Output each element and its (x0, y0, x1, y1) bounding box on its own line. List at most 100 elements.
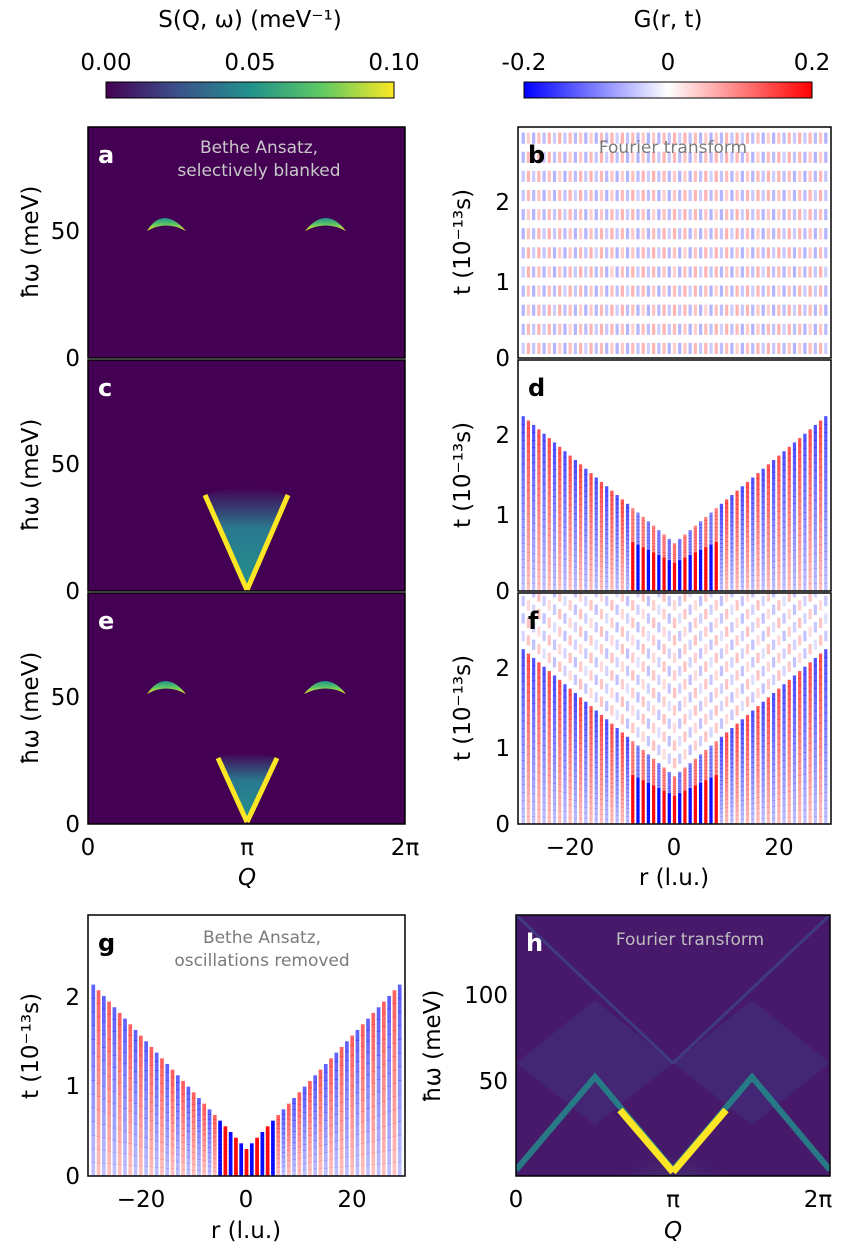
bar-segment (165, 1167, 170, 1176)
bar-segment (107, 1051, 111, 1065)
stripe-segment (547, 733, 551, 742)
bar-segment (117, 1152, 122, 1165)
stripe-segment (662, 578, 666, 582)
stripe-segment (631, 538, 635, 543)
stripe-segment (610, 732, 614, 738)
bar-segment (207, 1156, 212, 1163)
stripe-segment (641, 527, 645, 531)
stripe-segment (771, 734, 776, 742)
stripe-segment (641, 780, 645, 785)
stripe-segment (808, 779, 812, 788)
stripe-segment (657, 785, 661, 789)
stripe-segment (751, 539, 755, 546)
stripe-segment (730, 741, 734, 746)
bar-segment (260, 1157, 265, 1161)
stripe-segment (625, 587, 630, 591)
panel-b-frame (517, 126, 832, 359)
stripe-segment (693, 576, 697, 580)
stripe-segment (652, 247, 656, 259)
bar-segment (371, 1012, 376, 1026)
stripe-segment (719, 760, 724, 766)
stripe-segment (636, 558, 640, 563)
stripe-segment (735, 559, 739, 565)
panel-h-xtick: π (666, 1187, 680, 1213)
bar-segment (186, 1118, 191, 1126)
stripe-segment (678, 323, 682, 335)
stripe-segment (683, 608, 687, 620)
stripe-segment (610, 568, 614, 574)
stripe-segment (641, 189, 645, 202)
stripe-segment (646, 630, 651, 642)
bar-segment (149, 1083, 154, 1094)
stripe-segment (573, 818, 578, 824)
bar-segment (207, 1161, 212, 1167)
bar-segment (382, 1014, 386, 1027)
bar-segment (138, 1055, 143, 1067)
stripe-segment (709, 766, 713, 772)
stripe-segment (615, 543, 619, 548)
stripe-segment (652, 151, 656, 163)
bar-segment (154, 1167, 159, 1176)
stripe-segment (735, 787, 739, 793)
stripe-segment (818, 505, 823, 515)
stripe-segment (537, 561, 541, 570)
bar-segment (392, 1069, 397, 1084)
stripe-segment (761, 701, 765, 708)
bar-segment (376, 1091, 381, 1105)
bar-segment (123, 1018, 127, 1031)
stripe-segment (740, 683, 744, 694)
bar-segment (302, 1137, 307, 1145)
stripe-segment (542, 247, 546, 259)
stripe-segment (573, 604, 578, 615)
stripe-segment (667, 266, 671, 278)
stripe-segment (542, 745, 546, 753)
bar-segment (397, 1066, 402, 1081)
stripe-segment (657, 563, 661, 567)
stripe-segment (688, 622, 692, 633)
stripe-segment (615, 604, 619, 615)
stripe-segment (521, 736, 525, 746)
stripe-segment (761, 801, 765, 808)
stripe-segment (578, 795, 583, 802)
stripe-segment (704, 247, 708, 259)
stripe-segment (532, 710, 536, 719)
bar-segment (117, 1036, 122, 1049)
stripe-segment (766, 550, 771, 557)
stripe-segment (771, 573, 776, 580)
stripe-segment (578, 772, 583, 779)
stripe-segment (657, 709, 661, 721)
stripe-segment (756, 748, 760, 755)
stripe-segment (526, 132, 531, 144)
stripe-segment (798, 472, 802, 481)
stripe-segment (803, 512, 807, 520)
stripe-segment (584, 518, 588, 525)
bar-segment (366, 1142, 370, 1155)
stripe-segment (589, 569, 593, 576)
bar-segment (212, 1162, 217, 1168)
stripe-segment (568, 670, 572, 681)
stripe-segment (521, 432, 525, 441)
bar-segment (376, 1055, 381, 1069)
stripe-segment (714, 323, 718, 335)
stripe-segment (672, 569, 677, 572)
bar-segment (387, 1060, 391, 1074)
stripe-segment (620, 807, 624, 813)
stripe-segment (552, 695, 557, 703)
stripe-segment (631, 687, 635, 699)
stripe-segment (584, 801, 588, 808)
stripe-segment (631, 151, 635, 163)
stripe-segment (667, 572, 671, 575)
stripe-segment (745, 819, 750, 824)
stripe-segment (730, 342, 734, 355)
stripe-segment (740, 804, 744, 811)
bar-segment (96, 1043, 101, 1058)
stripe-segment (766, 493, 771, 500)
stripe-segment (599, 526, 604, 532)
stripe-segment (589, 765, 593, 771)
stripe-segment (615, 789, 619, 794)
stripe-segment (714, 519, 718, 524)
stripe-segment (730, 810, 734, 816)
stripe-segment (808, 750, 812, 759)
stripe-segment (688, 812, 692, 817)
stripe-segment (573, 189, 578, 202)
